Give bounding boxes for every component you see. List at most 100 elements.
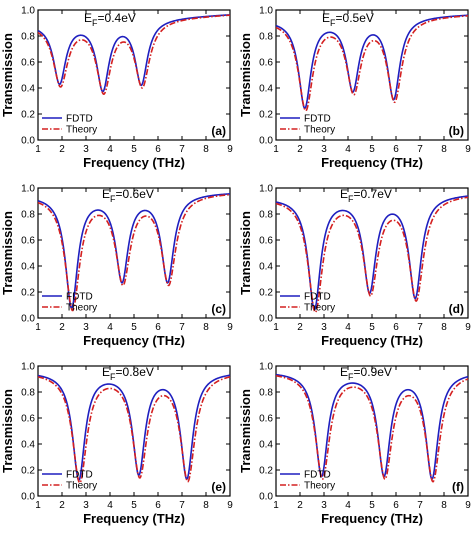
panel-tag: (f) xyxy=(452,480,464,494)
y-axis-title: Transmission xyxy=(0,33,15,117)
panel-tag: (a) xyxy=(211,124,226,138)
x-axis-title: Frequency (THz) xyxy=(83,333,185,348)
theory-curve xyxy=(37,376,231,484)
x-axis-title: Frequency (THz) xyxy=(321,155,423,170)
y-tick-label: 0.8 xyxy=(21,32,35,43)
x-tick-label: 2 xyxy=(297,500,303,511)
legend-theory-label: Theory xyxy=(66,303,97,314)
x-tick-label: 5 xyxy=(131,144,137,155)
x-tick-label: 2 xyxy=(297,322,303,333)
y-tick-label: 1.0 xyxy=(259,184,273,195)
fdtd-curve xyxy=(37,13,231,93)
x-tick-label: 9 xyxy=(465,500,471,511)
legend-fdtd-label: FDTD xyxy=(304,114,331,125)
x-tick-label: 8 xyxy=(203,500,209,511)
panel-b: 1 2 3 4 5 6 7 8 9 0.0 0.2 0.4 0.6 0.8 1.0 EF=0.5eV (b) FD… xyxy=(238,6,471,171)
legend-theory-label: Theory xyxy=(66,125,97,136)
fermi-energy-label: EF=0.5eV xyxy=(322,11,374,28)
theory-curve xyxy=(37,193,231,312)
x-tick-label: 5 xyxy=(131,500,137,511)
x-tick-label: 1 xyxy=(273,144,279,155)
x-tick-label: 3 xyxy=(321,144,327,155)
y-axis-title: Transmission xyxy=(238,33,253,117)
panel-c: 1 2 3 4 5 6 7 8 9 0.0 0.2 0.4 0.6 0.8 1.0 EF=0.6eV (c) FD… xyxy=(0,184,233,349)
y-tick-label: 0.6 xyxy=(259,414,273,425)
x-tick-label: 1 xyxy=(273,500,279,511)
y-tick-label: 0.8 xyxy=(21,388,35,399)
x-tick-label: 6 xyxy=(155,500,161,511)
y-tick-label: 0.4 xyxy=(21,440,35,451)
panel-tag: (e) xyxy=(211,480,226,494)
x-tick-label: 1 xyxy=(35,322,41,333)
theory-curve xyxy=(37,14,231,95)
theory-curve xyxy=(275,374,469,483)
x-tick-label: 9 xyxy=(227,144,233,155)
x-tick-label: 4 xyxy=(107,500,113,511)
x-tick-label: 2 xyxy=(59,322,65,333)
x-tick-label: 9 xyxy=(227,500,233,511)
fermi-energy-label: EF=0.6eV xyxy=(102,187,154,204)
fermi-energy-label: EF=0.7eV xyxy=(340,187,392,204)
x-tick-label: 3 xyxy=(83,500,89,511)
x-tick-label: 6 xyxy=(155,144,161,155)
y-tick-label: 0.2 xyxy=(259,110,273,121)
x-tick-label: 9 xyxy=(465,322,471,333)
x-tick-label: 3 xyxy=(83,144,89,155)
x-tick-label: 8 xyxy=(441,500,447,511)
x-axis-title: Frequency (THz) xyxy=(83,511,185,526)
y-tick-label: 0.4 xyxy=(259,440,273,451)
x-tick-label: 3 xyxy=(321,322,327,333)
y-tick-label: 0.8 xyxy=(21,210,35,221)
y-axis-title: Transmission xyxy=(238,211,253,295)
x-tick-label: 6 xyxy=(155,322,161,333)
fdtd-curve xyxy=(37,374,231,482)
x-tick-label: 4 xyxy=(345,322,351,333)
legend-theory-label: Theory xyxy=(66,481,97,492)
x-tick-label: 4 xyxy=(345,500,351,511)
fdtd-curve xyxy=(275,373,469,481)
y-tick-label: 0.0 xyxy=(21,136,35,147)
y-tick-label: 0.6 xyxy=(21,58,35,69)
y-tick-label: 0.4 xyxy=(21,262,35,273)
x-tick-label: 6 xyxy=(393,322,399,333)
y-tick-label: 0.2 xyxy=(21,288,35,299)
fermi-energy-label: EF=0.8eV xyxy=(102,365,154,382)
y-tick-label: 0.0 xyxy=(259,492,273,503)
y-axis-title: Transmission xyxy=(0,389,15,473)
legend-fdtd-label: FDTD xyxy=(66,470,93,481)
y-tick-label: 0.4 xyxy=(259,262,273,273)
panel-e: 1 2 3 4 5 6 7 8 9 0.0 0.2 0.4 0.6 0.8 1.0 EF=0.8eV (e) FD… xyxy=(0,362,233,527)
x-tick-label: 8 xyxy=(203,144,209,155)
panel-a: 1 2 3 4 5 6 7 8 9 0.0 0.2 0.4 0.6 0.8 1.0 EF=0.4eV (a) FD… xyxy=(0,6,233,171)
panel-f: 1 2 3 4 5 6 7 8 9 0.0 0.2 0.4 0.6 0.8 1.0 EF=0.9eV (f) FD… xyxy=(238,362,471,527)
legend-theory-label: Theory xyxy=(304,481,335,492)
y-tick-label: 0.6 xyxy=(259,58,273,69)
y-tick-label: 0.2 xyxy=(259,466,273,477)
legend-theory-label: Theory xyxy=(304,303,335,314)
x-tick-label: 7 xyxy=(417,500,423,511)
y-tick-label: 0.8 xyxy=(259,210,273,221)
y-tick-label: 0.0 xyxy=(259,314,273,325)
y-tick-label: 1.0 xyxy=(21,184,35,195)
y-tick-label: 0.6 xyxy=(21,236,35,247)
x-tick-label: 5 xyxy=(369,500,375,511)
x-tick-label: 4 xyxy=(107,144,113,155)
y-tick-label: 0.4 xyxy=(21,84,35,95)
x-tick-label: 1 xyxy=(35,144,41,155)
y-tick-label: 0.4 xyxy=(259,84,273,95)
y-tick-label: 0.2 xyxy=(259,288,273,299)
y-tick-label: 1.0 xyxy=(259,362,273,373)
x-axis-title: Frequency (THz) xyxy=(321,333,423,348)
y-tick-label: 0.2 xyxy=(21,466,35,477)
x-tick-label: 5 xyxy=(131,322,137,333)
legend-theory-label: Theory xyxy=(304,125,335,136)
y-tick-label: 0.2 xyxy=(21,110,35,121)
x-tick-label: 5 xyxy=(369,322,375,333)
panel-tag: (d) xyxy=(449,302,464,316)
x-tick-label: 7 xyxy=(179,144,185,155)
x-tick-label: 7 xyxy=(179,322,185,333)
panel-d: 1 2 3 4 5 6 7 8 9 0.0 0.2 0.4 0.6 0.8 1.0 EF=0.7eV (d) FD… xyxy=(238,184,471,349)
fdtd-curve xyxy=(37,193,231,310)
theory-curve xyxy=(275,15,469,112)
legend-fdtd-label: FDTD xyxy=(66,292,93,303)
